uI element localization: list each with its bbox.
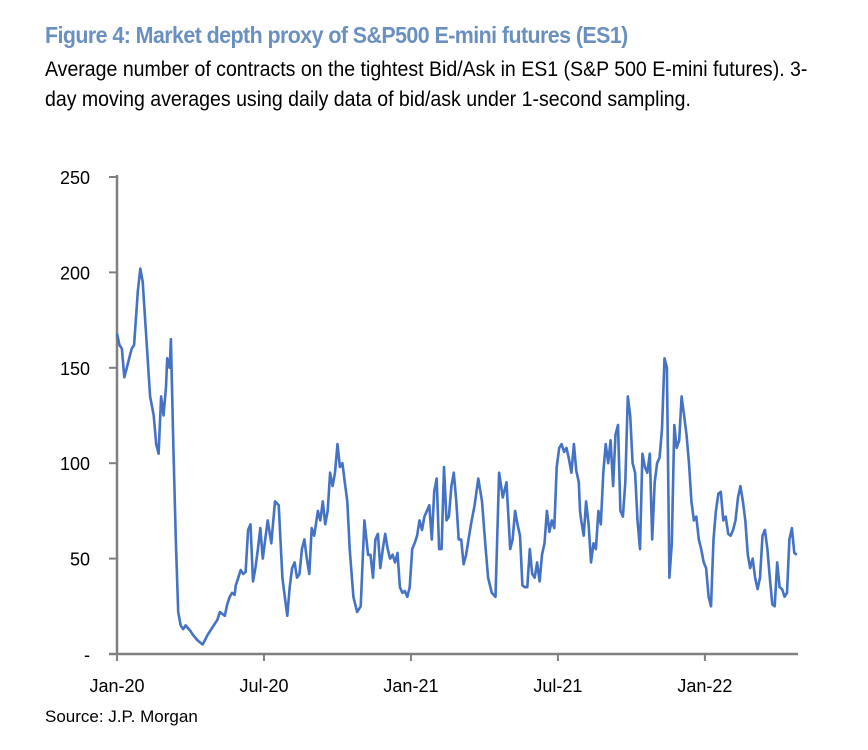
y-axis: - 50 100 150 200 250 xyxy=(60,168,119,665)
y-tick-label: 100 xyxy=(60,454,90,474)
y-tick-label: 250 xyxy=(60,168,90,188)
figure-subtitle: Average number of contracts on the tight… xyxy=(45,58,808,111)
x-axis: Jan-20 Jul-20 Jan-21 Jul-21 Jan-22 xyxy=(89,652,798,696)
x-tick-label: Jan-22 xyxy=(677,676,732,696)
x-tick-label: Jul-20 xyxy=(239,676,288,696)
y-tick-label: 200 xyxy=(60,263,90,283)
source-note: Source: J.P. Morgan xyxy=(45,707,198,726)
x-tick-label: Jan-20 xyxy=(89,676,144,696)
figure-title: Figure 4: Market depth proxy of S&P500 E… xyxy=(45,22,628,48)
x-tick-label: Jan-21 xyxy=(383,676,438,696)
y-tick-label: 50 xyxy=(70,550,90,570)
y-tick-label: 150 xyxy=(60,359,90,379)
y-tick-label: - xyxy=(84,645,90,665)
x-tick-label: Jul-21 xyxy=(533,676,582,696)
series-line xyxy=(115,267,798,646)
